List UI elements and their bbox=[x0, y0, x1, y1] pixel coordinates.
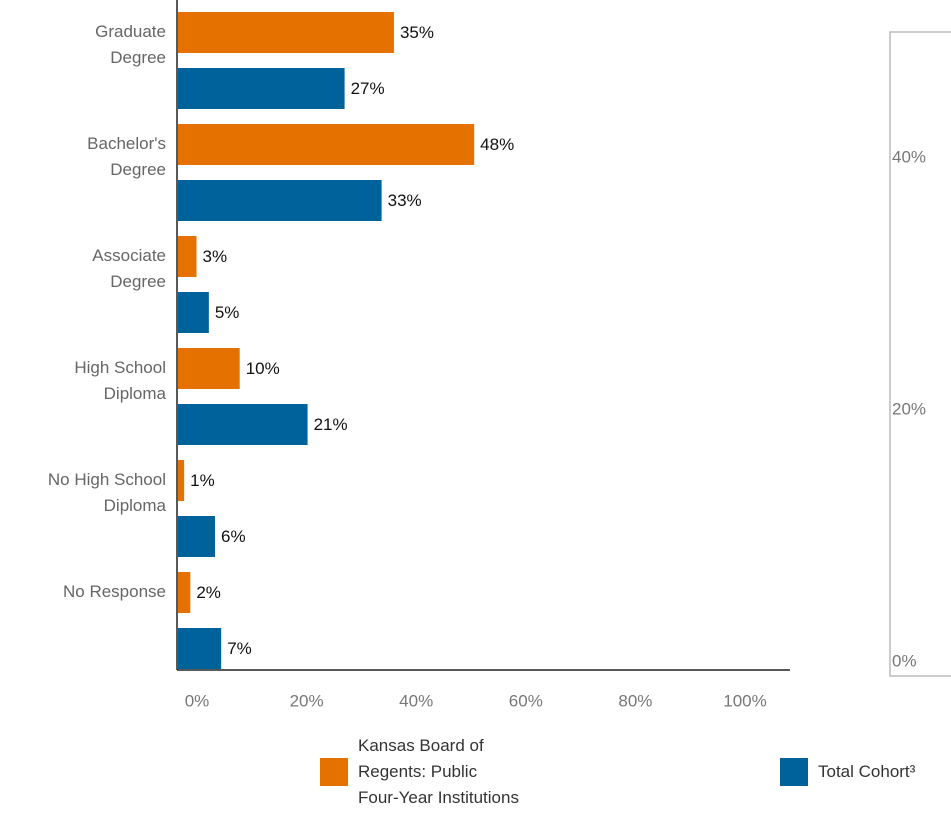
legend-swatch bbox=[320, 758, 348, 786]
x-tick-label: 60% bbox=[509, 691, 543, 710]
bar bbox=[178, 180, 382, 221]
value-label: 21% bbox=[314, 415, 348, 434]
bar bbox=[178, 572, 191, 613]
bar bbox=[178, 348, 240, 389]
value-label: 35% bbox=[400, 23, 434, 42]
value-label: 1% bbox=[190, 471, 215, 490]
legend-swatch bbox=[780, 758, 808, 786]
category-label: No High School Diploma bbox=[47, 470, 166, 515]
x-tick-label: 40% bbox=[399, 691, 433, 710]
legend-label: Kansas Board of Regents: Public Four-Yea… bbox=[358, 736, 519, 807]
x-tick-label: 20% bbox=[290, 691, 324, 710]
x-tick-label: 100% bbox=[723, 691, 766, 710]
value-label: 7% bbox=[227, 639, 252, 658]
y-tick-label: 40% bbox=[892, 147, 926, 166]
value-label: 27% bbox=[351, 79, 385, 98]
bar bbox=[178, 628, 222, 669]
bar bbox=[178, 460, 185, 501]
bar bbox=[178, 236, 197, 277]
value-label: 10% bbox=[246, 359, 280, 378]
category-label: Associate Degree bbox=[92, 246, 166, 291]
value-label: 33% bbox=[388, 191, 422, 210]
value-label: 5% bbox=[215, 303, 240, 322]
bar bbox=[178, 404, 308, 445]
bar bbox=[178, 68, 345, 109]
category-label: Bachelor's Degree bbox=[87, 134, 166, 179]
bar bbox=[178, 124, 475, 165]
bar bbox=[178, 516, 216, 557]
value-label: 2% bbox=[196, 583, 221, 602]
value-label: 6% bbox=[221, 527, 246, 546]
category-label: No Response bbox=[62, 582, 166, 601]
value-label: 48% bbox=[480, 135, 514, 154]
axis-frame bbox=[889, 31, 951, 677]
category-label: Graduate Degree bbox=[95, 22, 166, 67]
x-tick-label: 80% bbox=[618, 691, 652, 710]
x-tick-label: 0% bbox=[185, 691, 210, 710]
category-label: High School Diploma bbox=[74, 358, 166, 403]
value-label: 3% bbox=[203, 247, 228, 266]
y-tick-label: 0% bbox=[892, 651, 917, 670]
legend-label: Total Cohort³ bbox=[818, 762, 916, 781]
bar bbox=[178, 292, 209, 333]
bar bbox=[178, 12, 394, 53]
y-tick-label: 20% bbox=[892, 399, 926, 418]
